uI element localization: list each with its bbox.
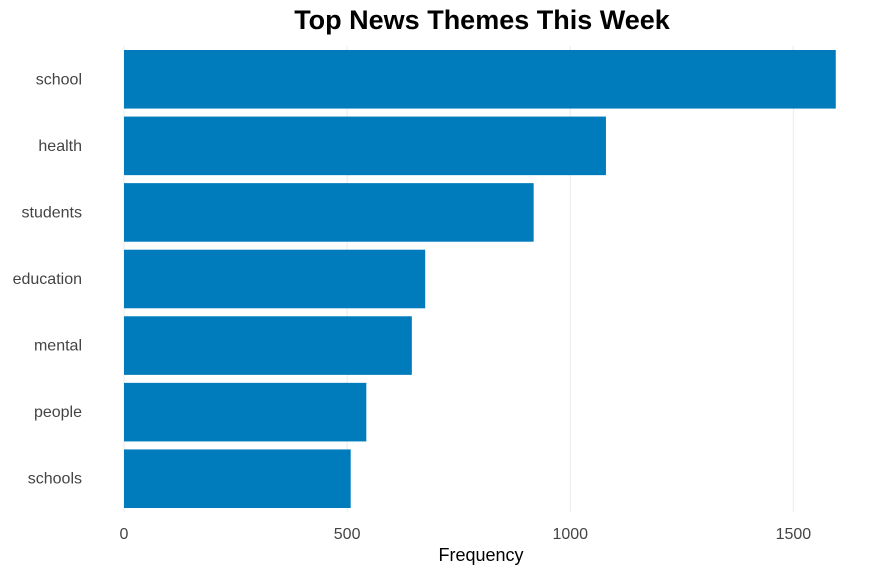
x-tick-label: 0 — [120, 526, 129, 543]
bar-health — [124, 116, 606, 176]
category-labels: school health students education mental peopl… — [13, 71, 82, 487]
category-label: schools — [28, 471, 82, 488]
bar-people — [124, 382, 367, 442]
bar-school — [124, 49, 836, 109]
category-label: health — [38, 138, 82, 155]
x-axis-title: Frequency — [438, 545, 523, 565]
bar-students — [124, 183, 534, 242]
x-tick-label: 1000 — [552, 526, 588, 543]
x-tick-label: 1500 — [776, 526, 812, 543]
category-label: mental — [34, 338, 82, 355]
chart-title: Top News Themes This Week — [294, 5, 671, 35]
bar-mental — [124, 316, 412, 375]
bar-schools — [124, 449, 351, 509]
category-label: school — [36, 71, 82, 88]
category-label: students — [22, 204, 82, 221]
bar-education — [124, 249, 426, 309]
bars — [124, 49, 836, 509]
x-tick-label: 500 — [334, 526, 361, 543]
x-tick-labels: 0 500 1000 1500 — [120, 526, 812, 543]
category-label: education — [13, 271, 82, 288]
category-label: people — [34, 404, 82, 421]
